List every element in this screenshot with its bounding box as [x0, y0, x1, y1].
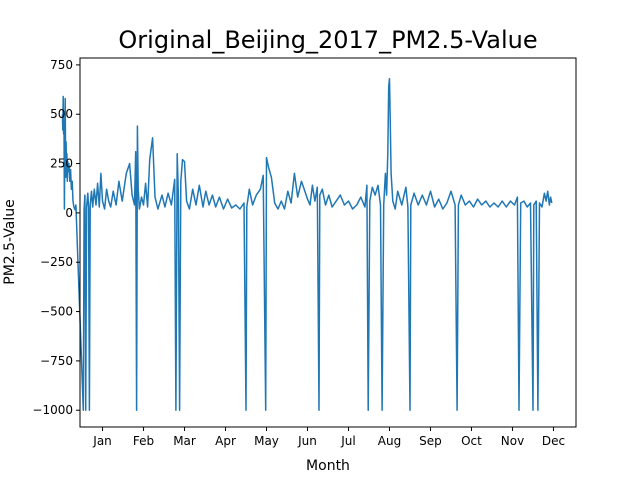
x-tick-label: Sep — [419, 434, 442, 448]
y-tick-label: −250 — [40, 255, 73, 269]
x-tick-label: Nov — [501, 434, 524, 448]
y-axis-label: PM2.5-Value — [2, 199, 18, 284]
x-tick-label: May — [254, 434, 279, 448]
axes-frame — [79, 57, 577, 428]
y-tick-label: 500 — [50, 107, 73, 121]
x-tick-label: Aug — [378, 434, 401, 448]
x-tick-label: Mar — [173, 434, 196, 448]
x-tick-label: Dec — [542, 434, 565, 448]
y-tick-label: −1000 — [32, 403, 73, 417]
y-tick-label: 250 — [50, 157, 73, 171]
x-tick-label: Oct — [461, 434, 482, 448]
plot-area — [61, 77, 553, 411]
y-tick-label: −500 — [40, 305, 73, 319]
x-tick-label: Feb — [133, 434, 154, 448]
series-line-0 — [61, 77, 553, 411]
x-tick-label: Apr — [215, 434, 236, 448]
chart-title: Original_Beijing_2017_PM2.5-Value — [118, 26, 537, 54]
y-tick-label: 0 — [65, 206, 73, 220]
x-tick-label: Jan — [92, 434, 112, 448]
x-axis-label: Month — [306, 458, 350, 474]
x-tick-label: Jul — [340, 434, 355, 448]
y-tick-label: −750 — [40, 354, 73, 368]
y-tick-label: 750 — [50, 58, 73, 72]
x-axis: Jan Feb Mar Apr May Jun Jul Aug Sep Oct Nov Dec — [92, 427, 565, 448]
x-tick-label: Jun — [297, 434, 317, 448]
y-axis: 750 500 250 0 −250 −500 −750 −1000 — [32, 58, 80, 417]
